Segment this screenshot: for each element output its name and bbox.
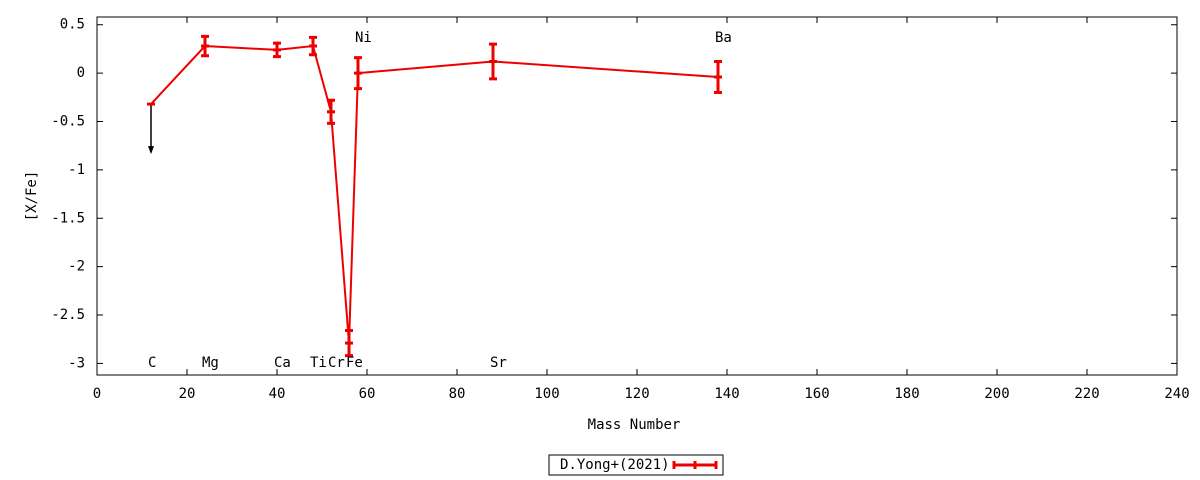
y-tick-label: -1.5 xyxy=(51,210,85,226)
x-tick-label: 0 xyxy=(93,386,101,402)
point-label: Mg xyxy=(202,355,219,371)
y-tick-label: 0.5 xyxy=(60,17,85,33)
point-label: Sr xyxy=(490,355,507,371)
point-label: Cr xyxy=(328,355,345,371)
point-label: Ca xyxy=(274,355,291,371)
x-tick-label: 160 xyxy=(804,386,829,402)
y-tick-label: -2 xyxy=(68,259,85,275)
x-tick-label: 200 xyxy=(984,386,1009,402)
y-tick-label: -0.5 xyxy=(51,113,85,129)
x-tick-label: 80 xyxy=(449,386,466,402)
x-tick-label: 140 xyxy=(714,386,739,402)
point-label: Ba xyxy=(715,30,732,46)
point-label: C xyxy=(148,355,156,371)
point-label: Ni xyxy=(355,30,372,46)
y-tick-label: -3 xyxy=(68,355,85,371)
x-tick-label: 180 xyxy=(894,386,919,402)
x-tick-label: 120 xyxy=(624,386,649,402)
x-tick-label: 240 xyxy=(1164,386,1189,402)
x-tick-label: 100 xyxy=(534,386,559,402)
legend-swatch xyxy=(672,461,718,469)
y-tick-label: 0 xyxy=(77,65,85,81)
legend-label: D.Yong+(2021) xyxy=(560,457,670,473)
upper-limit-head xyxy=(148,146,154,155)
x-tick-label: 40 xyxy=(269,386,286,402)
legend-box xyxy=(548,454,724,476)
x-tick-label: 220 xyxy=(1074,386,1099,402)
point-label: Ti xyxy=(310,355,327,371)
y-tick-label: -2.5 xyxy=(51,307,85,323)
y-axis-label: [X/Fe] xyxy=(24,171,40,222)
series-line xyxy=(150,44,719,344)
y-tick-label: -1 xyxy=(68,162,85,178)
point-label: Fe xyxy=(346,355,363,371)
x-tick-label: 20 xyxy=(179,386,196,402)
x-axis-label: Mass Number xyxy=(588,417,681,433)
x-tick-label: 60 xyxy=(359,386,376,402)
